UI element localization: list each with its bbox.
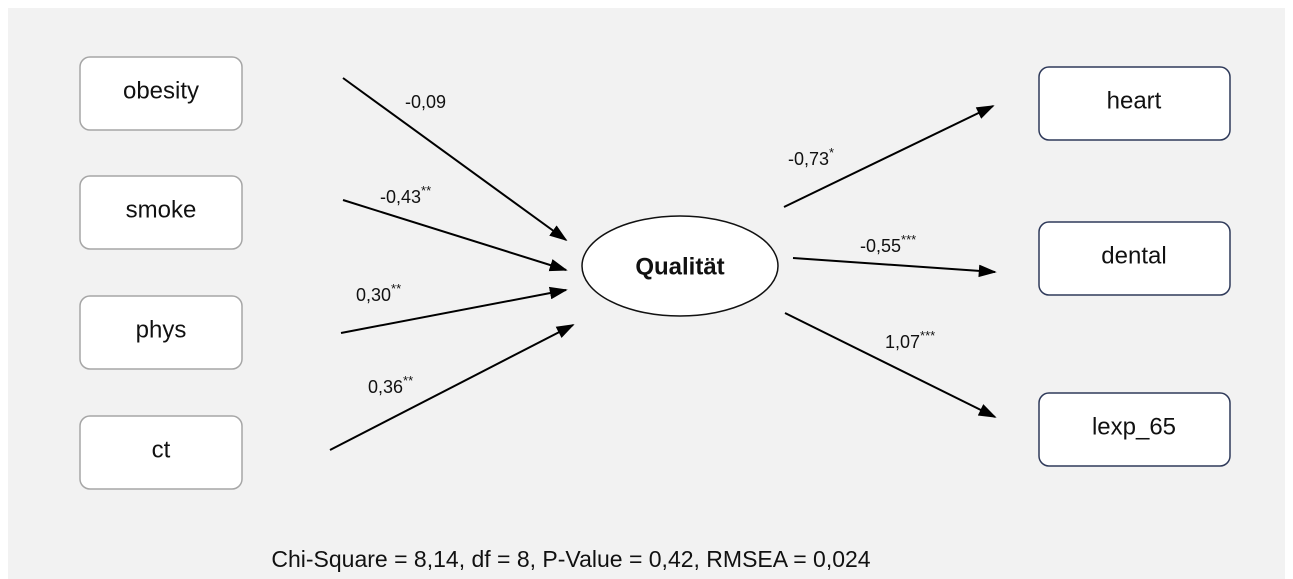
node-label: heart [1107, 87, 1162, 114]
path-arrow [342, 77, 568, 242]
observed-node [1038, 221, 1231, 296]
significance-stars: * [829, 145, 834, 160]
node-label: dental [1101, 242, 1166, 269]
path-coefficient: -0,09 [405, 92, 446, 112]
significance-stars: ** [403, 373, 413, 388]
node-label: phys [136, 316, 187, 343]
latent-label: Qualität [635, 253, 724, 280]
fit-statistics: Chi-Square = 8,14, df = 8, P-Value = 0,4… [271, 546, 870, 572]
path-coefficient: -0,55*** [860, 232, 916, 255]
path-coefficient: -0,43** [380, 183, 431, 206]
coefficient-value: -0,09 [405, 92, 446, 112]
coefficient-value: -0,55 [860, 236, 901, 256]
coefficient-value: 1,07 [885, 332, 920, 352]
observed-node [79, 295, 243, 370]
observed-node [1038, 66, 1231, 141]
coefficient-value: -0,73 [788, 149, 829, 169]
latent-node [581, 215, 779, 317]
coefficient-value: 0,36 [368, 377, 403, 397]
path-coefficient: 0,36** [368, 373, 413, 396]
path-arrow [342, 199, 568, 272]
path-arrow [792, 257, 997, 278]
observed-node [79, 56, 243, 131]
node-label: ct [152, 436, 171, 463]
path-coefficient: 1,07*** [885, 328, 935, 351]
significance-stars: *** [920, 328, 935, 343]
path-arrow [784, 312, 997, 418]
path-arrow [783, 105, 995, 208]
coefficient-value: 0,30 [356, 285, 391, 305]
observed-node [1038, 392, 1231, 467]
significance-stars: ** [421, 183, 431, 198]
node-label: obesity [123, 77, 199, 104]
path-arrow [340, 286, 568, 334]
path-coefficient: -0,73* [788, 145, 834, 168]
observed-node [79, 415, 243, 490]
path-coefficient: 0,30** [356, 281, 401, 304]
observed-node [79, 175, 243, 250]
node-label: lexp_65 [1092, 413, 1176, 440]
path-arrow [329, 324, 575, 451]
significance-stars: ** [391, 281, 401, 296]
coefficient-value: -0,43 [380, 187, 421, 207]
node-label: smoke [126, 196, 197, 223]
significance-stars: *** [901, 232, 916, 247]
